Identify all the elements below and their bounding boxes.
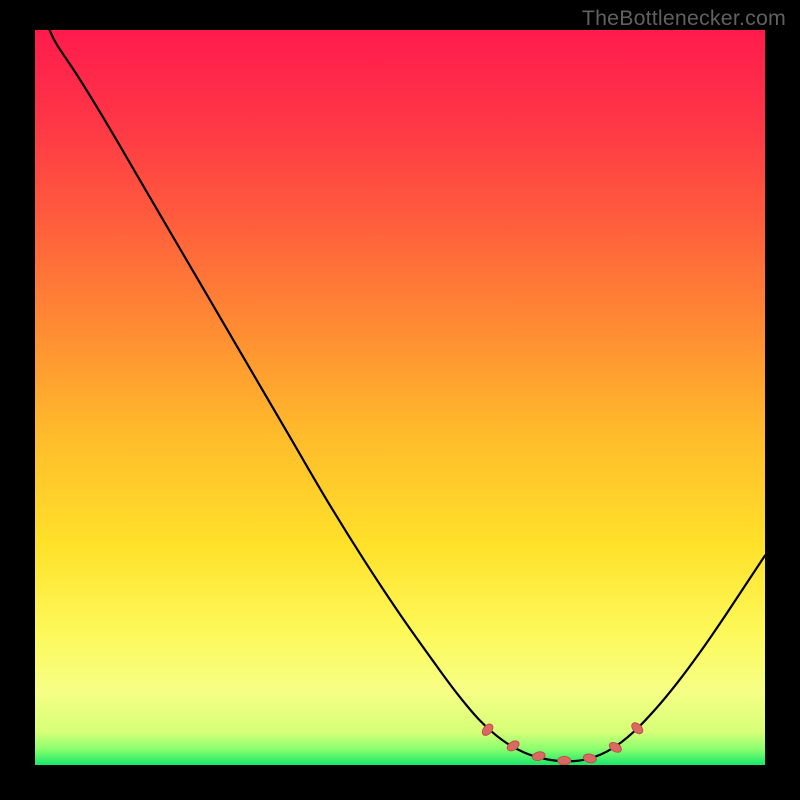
curve-marker	[531, 751, 546, 762]
plot-area	[35, 30, 765, 765]
watermark-text: TheBottlenecker.com	[582, 6, 786, 31]
curve-line	[50, 30, 765, 761]
stage: TheBottlenecker.com	[0, 0, 800, 800]
curve-marker	[558, 756, 571, 764]
plot-svg	[35, 30, 765, 765]
curve-marker	[583, 753, 597, 764]
